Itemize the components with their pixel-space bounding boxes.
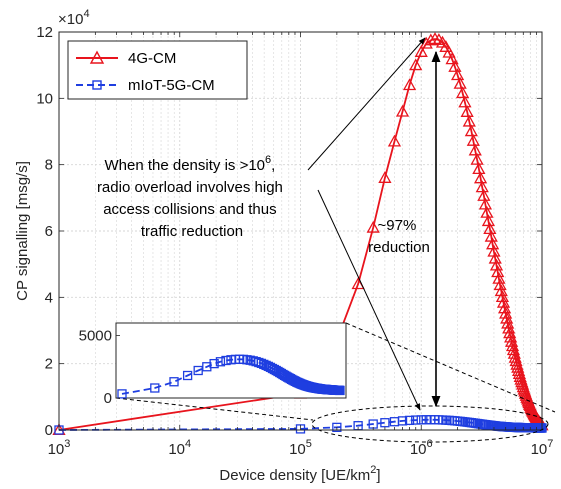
inset-point-1 (256, 358, 267, 369)
point-0 (496, 295, 511, 308)
point-0 (501, 316, 515, 329)
x-tick-label: 103 (48, 438, 71, 458)
point-0 (470, 152, 484, 165)
highlight-ellipse (311, 405, 549, 443)
point-1 (411, 415, 421, 425)
point-0 (402, 78, 417, 91)
x-tick-label: 104 (168, 438, 191, 458)
inset-y-tick-label: 0 (104, 390, 112, 407)
point-0 (503, 326, 517, 339)
point-0 (493, 278, 507, 291)
zoom-connector-left (115, 397, 314, 421)
y-tick-label: 6 (45, 223, 53, 240)
point-0 (378, 171, 392, 183)
point-0 (414, 45, 428, 57)
point-0 (512, 367, 527, 379)
point-0 (477, 189, 491, 201)
point-1 (332, 422, 342, 432)
legend: 4G-CM mIoT-5G-CM (67, 40, 248, 100)
point-0 (387, 134, 402, 147)
point-0 (475, 180, 489, 193)
point-0 (504, 330, 518, 343)
inset-point-1 (335, 385, 345, 396)
point-0 (499, 306, 513, 319)
point-0 (450, 68, 465, 81)
legend-marker-4g-cm (89, 50, 105, 64)
arrow-to-peak (307, 37, 426, 171)
x-tick-label: 106 (410, 438, 433, 458)
inset-point-1 (169, 377, 179, 387)
inset-chart: 0 5000 (79, 322, 347, 407)
point-0 (504, 334, 519, 347)
legend-marker-miot-5g-cm (92, 80, 102, 90)
point-0 (442, 45, 456, 58)
arrow-to-low (317, 189, 421, 411)
point-0 (494, 284, 508, 297)
x-tick-label: 107 (531, 438, 554, 458)
y-tick-label: 0 (45, 422, 53, 439)
inset-point-1 (254, 357, 264, 368)
point-0 (439, 40, 453, 52)
y-tick-label: 10 (36, 90, 53, 107)
point-0 (468, 143, 482, 156)
point-0 (409, 58, 423, 71)
point-0 (395, 104, 410, 117)
point-0 (366, 220, 380, 233)
inset-y-tick-label: 5000 (79, 328, 112, 345)
point-0 (464, 124, 478, 137)
point-0 (428, 32, 442, 45)
y-tick-label: 2 (45, 356, 53, 373)
point-0 (473, 171, 488, 184)
point-0 (472, 162, 486, 175)
point-0 (453, 76, 467, 89)
point-1 (380, 418, 390, 428)
reduction-note: ~97% reduction (368, 217, 430, 256)
legend-label-4g-cm: 4G-CM (128, 50, 176, 67)
point-1 (295, 424, 306, 434)
inset-point-1 (221, 355, 231, 366)
point-0 (424, 33, 438, 46)
inset-axis-ticks: 0 5000 (79, 328, 120, 407)
point-0 (460, 105, 474, 117)
inset-point-1 (215, 357, 226, 367)
x-tick-label: 105 (289, 438, 312, 458)
point-0 (455, 86, 470, 99)
point-0 (495, 290, 510, 303)
inset-point-1 (202, 362, 212, 372)
density-note: When the density is >106, radio overload… (97, 154, 287, 240)
inset-point-1 (182, 370, 193, 381)
point-0 (448, 59, 462, 72)
point-0 (462, 114, 476, 127)
point-1 (404, 415, 415, 426)
point-0 (445, 52, 459, 65)
y-tick-label: 12 (36, 24, 53, 41)
zoom-connector-right (345, 322, 556, 413)
point-0 (458, 95, 472, 108)
inset-point-1 (150, 383, 160, 393)
point-1 (397, 416, 408, 426)
point-0 (497, 301, 512, 314)
point-0 (492, 271, 506, 284)
y-axis-label: CP signalling [msg/s] (14, 161, 31, 301)
legend-label-miot-5g-cm: mIoT-5G-CM (128, 77, 215, 94)
y-multiplier: ×104 (58, 8, 90, 28)
inset-point-1 (117, 389, 127, 399)
point-0 (500, 311, 514, 324)
inset-series (117, 354, 345, 399)
axis-ticks: 0 2 4 6 8 10 12 103 104 105 106 107 (36, 24, 553, 458)
point-0 (502, 321, 516, 334)
y-tick-label: 4 (45, 289, 53, 306)
x-axis-label: Device density [UE/km2] (219, 464, 380, 484)
series-layer (52, 32, 549, 436)
inset-point-1 (209, 358, 219, 369)
point-0 (466, 133, 480, 146)
point-1 (416, 415, 426, 425)
y-tick-label: 8 (45, 157, 53, 174)
